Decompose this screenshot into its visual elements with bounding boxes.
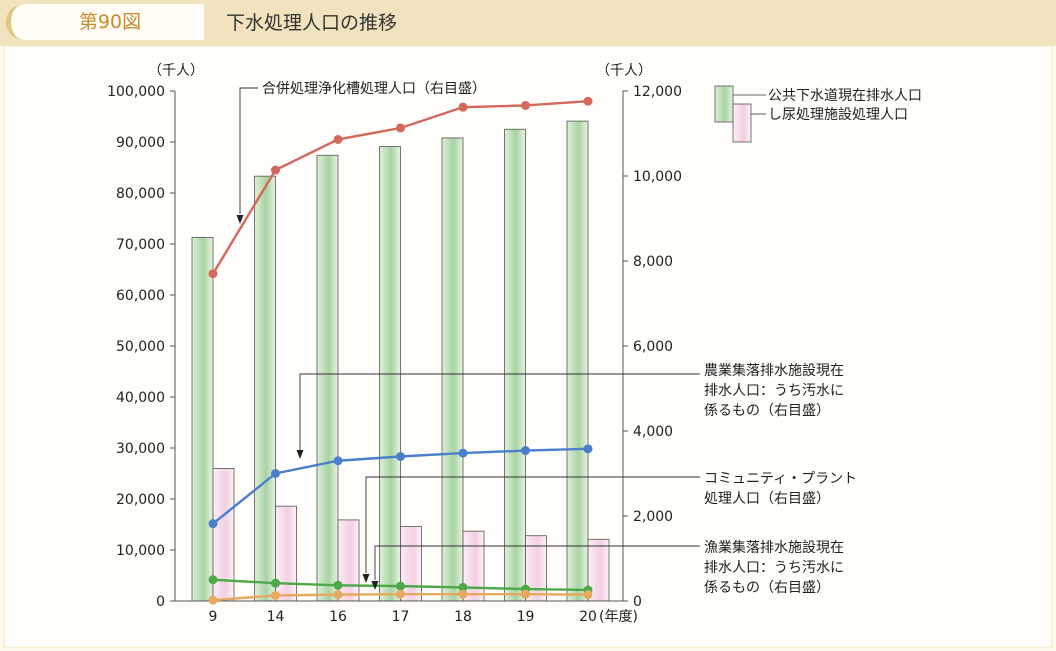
point-community-14 <box>271 578 280 588</box>
right-tick-label: 0 <box>633 594 642 610</box>
leader-joka <box>239 87 258 214</box>
point-joka-17 <box>396 123 405 133</box>
point-joka-19 <box>521 100 530 110</box>
point-gyogyo-9 <box>208 595 218 605</box>
lines-layer <box>208 96 593 605</box>
left-tick-label: 50,000 <box>116 339 165 355</box>
x-tick-label: 20 <box>579 609 597 625</box>
point-joka-9 <box>208 269 218 279</box>
x-tick-label: 19 <box>517 609 535 625</box>
x-tick-label: 9 <box>209 609 218 625</box>
annotation-nogyo-line: 農業集落排水施設現在 <box>704 362 844 379</box>
annotation-nogyo-line: 排水人口：うち汚水に <box>704 383 844 399</box>
point-gyogyo-18 <box>458 589 468 599</box>
left-axis-unit: （千人） <box>148 63 204 79</box>
point-community-9 <box>208 575 218 585</box>
leader-gyogyo <box>374 545 700 580</box>
figure-number-tab: 第90図 <box>6 4 204 40</box>
leader-arrowhead <box>296 450 304 459</box>
legend-swatch-nightsoil <box>732 103 752 143</box>
right-tick-label: 8,000 <box>633 254 673 270</box>
x-tick-label: 17 <box>392 609 410 625</box>
figure-number: 第90図 <box>78 11 142 33</box>
left-tick-label: 100,000 <box>107 84 165 100</box>
point-nogyo-17 <box>396 452 405 461</box>
left-tick-label: 70,000 <box>116 237 165 253</box>
left-tick-label: 60,000 <box>116 288 165 304</box>
axes-layer: 0 10,000 20,000 30,000 40,000 50,000 60,000 70,… <box>107 63 682 625</box>
annotations-layer: 合併処理浄化槽処理人口（右目盛） 農業集落排水施設現在排水人口：うち汚水に係るもの… <box>236 81 857 596</box>
bar-nightsoil-17 <box>400 526 422 602</box>
leader-community <box>365 476 700 573</box>
annotation-community-line: コミュニティ・プラント <box>704 471 857 487</box>
point-gyogyo-20 <box>583 590 593 600</box>
left-tick-label: 40,000 <box>116 390 165 406</box>
bar-sewer-14 <box>254 175 276 602</box>
point-nogyo-16 <box>333 456 343 466</box>
x-tick-label: 18 <box>454 609 472 625</box>
left-tick-label: 10,000 <box>116 543 165 559</box>
x-tick-label: 16 <box>329 609 347 625</box>
annotation-nogyo-line: 係るもの（右目盛） <box>704 403 830 419</box>
right-axis-unit: （千人） <box>596 63 652 79</box>
point-community-18 <box>458 582 468 592</box>
point-joka-16 <box>333 134 343 144</box>
point-community-17 <box>396 581 405 591</box>
bar-sewer-16 <box>316 154 339 602</box>
point-nogyo-14 <box>271 469 280 478</box>
bar-sewer-20 <box>566 120 589 602</box>
point-nogyo-18 <box>458 448 468 458</box>
figure-title: 下水処理人口の推移 <box>226 12 398 34</box>
point-joka-18 <box>458 102 468 112</box>
point-gyogyo-19 <box>521 589 530 599</box>
point-joka-14 <box>271 165 280 175</box>
title-bar: 第90図 下水処理人口の推移 <box>0 0 1056 46</box>
leader-arrowhead <box>362 574 370 583</box>
point-nogyo-9 <box>208 519 218 529</box>
leader-arrowhead <box>371 581 379 590</box>
right-tick-label: 12,000 <box>633 84 682 100</box>
bar-nightsoil-16 <box>337 519 360 602</box>
annotation-gyogyo-line: 排水人口：うち汚水に <box>704 560 844 576</box>
legend-label-sewer: 公共下水道現在排水人口 <box>768 88 922 104</box>
leader-nogyo <box>299 373 700 450</box>
bar-nightsoil-14 <box>275 505 297 602</box>
annotation-gyogyo-line: 漁業集落排水施設現在 <box>704 539 844 556</box>
left-tick-label: 20,000 <box>116 492 165 508</box>
bar-sewer-19 <box>504 128 526 602</box>
leader-arrowhead <box>236 215 244 224</box>
left-tick-label: 90,000 <box>116 135 165 151</box>
point-nogyo-20 <box>583 444 593 454</box>
annotation-community-line: 処理人口（右目盛） <box>704 491 830 507</box>
bar-sewer-9 <box>191 236 214 602</box>
right-tick-label: 2,000 <box>633 509 673 525</box>
right-tick-label: 6,000 <box>633 339 673 355</box>
left-tick-label: 0 <box>156 594 165 610</box>
left-tick-label: 30,000 <box>116 441 165 457</box>
left-tick-label: 80,000 <box>116 186 165 202</box>
bar-sewer-18 <box>441 137 464 602</box>
legend-label-nightsoil: し尿処理施設処理人口 <box>768 107 908 123</box>
right-tick-label: 4,000 <box>633 424 673 440</box>
point-joka-20 <box>583 96 593 106</box>
x-axis-unit: (年度) <box>599 609 638 625</box>
legend-swatch-sewer <box>714 85 734 123</box>
annotation-gyogyo-line: 係るもの（右目盛） <box>704 580 830 596</box>
point-gyogyo-14 <box>271 590 280 600</box>
point-community-16 <box>333 580 343 590</box>
annotation-joka: 合併処理浄化槽処理人口（右目盛） <box>262 81 486 97</box>
point-gyogyo-16 <box>333 590 343 600</box>
right-tick-label: 10,000 <box>633 169 682 185</box>
point-gyogyo-17 <box>396 589 405 599</box>
x-tick-label: 14 <box>267 609 285 625</box>
point-nogyo-19 <box>521 446 530 456</box>
